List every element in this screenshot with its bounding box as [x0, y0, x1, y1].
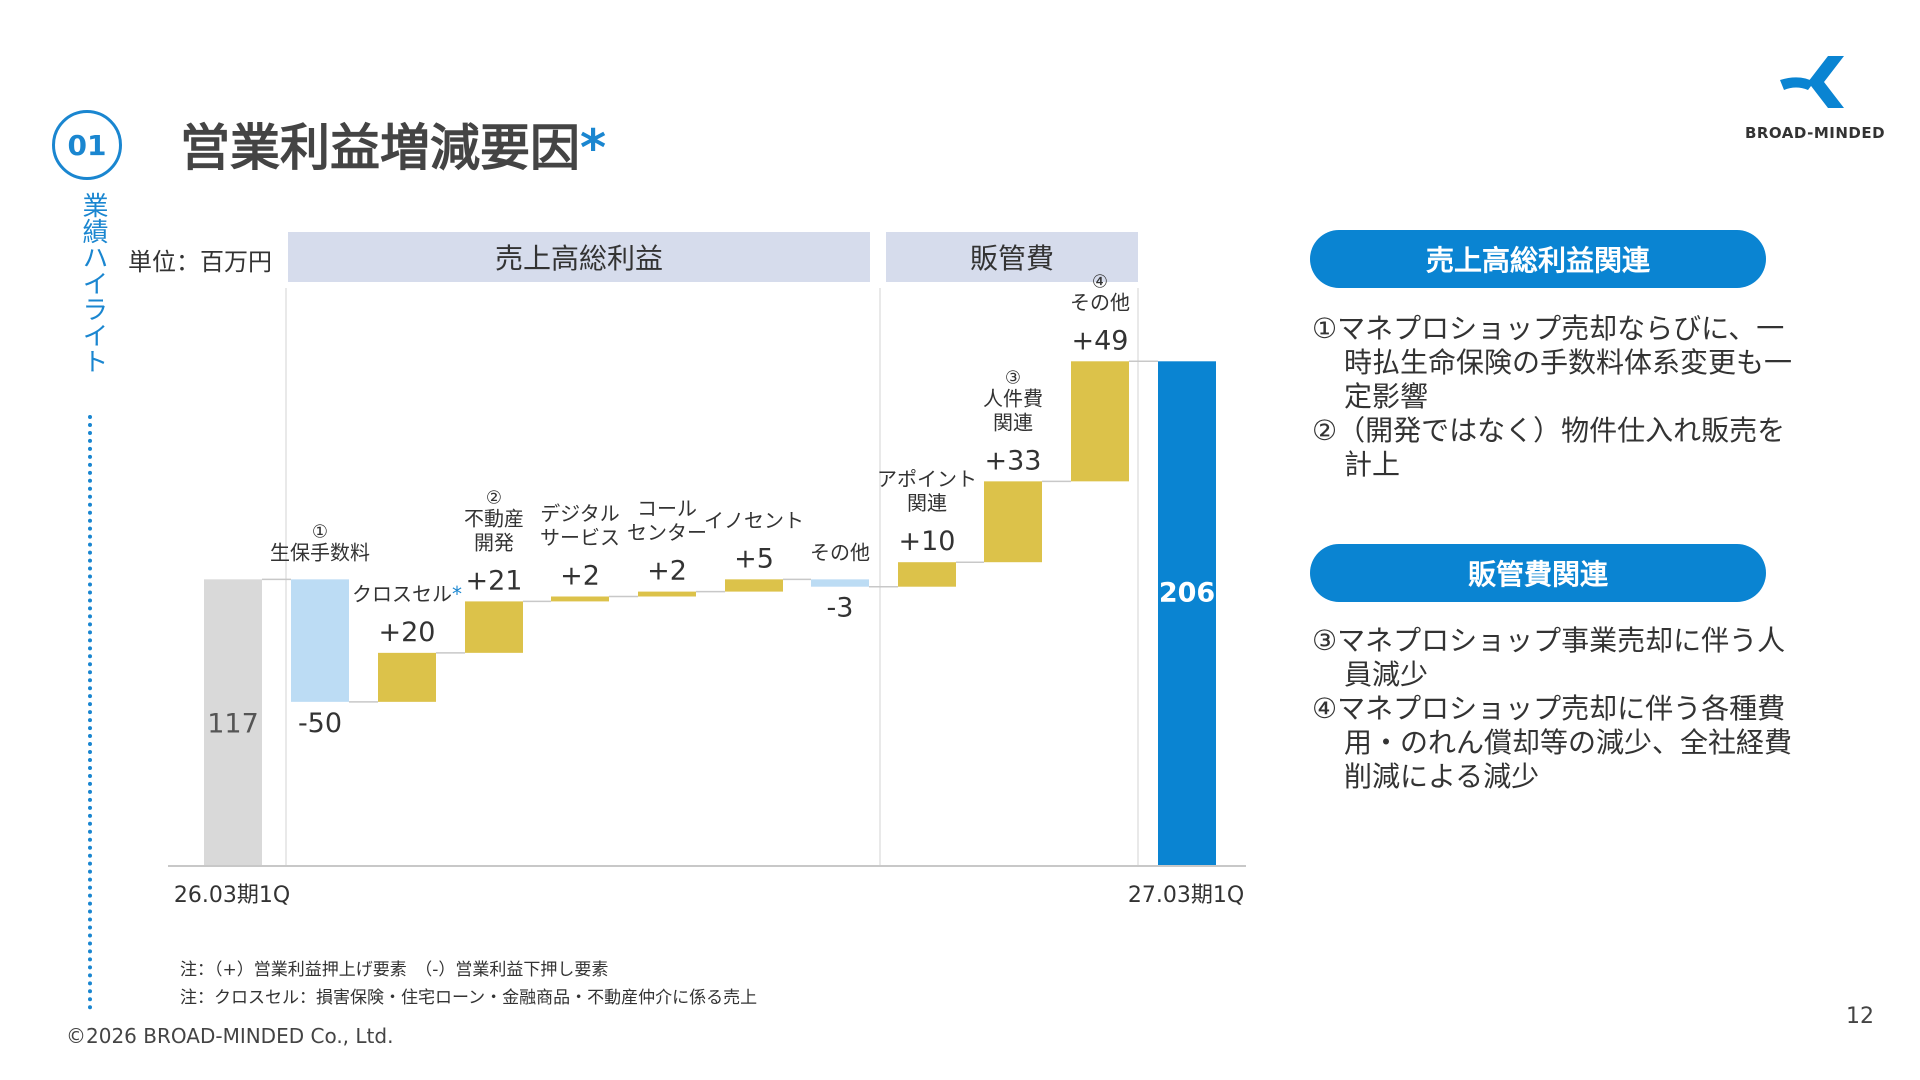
category-header-gross-profit: 売上高総利益 [288, 232, 870, 282]
step-bar [378, 652, 436, 702]
gross-profit-note-2: ②（開発ではなく）物件仕入れ販売を計上 [1312, 414, 1786, 481]
section-side-label: 業績ハイライト [78, 192, 108, 374]
step-value-label: +5 [734, 543, 774, 574]
gross-profit-panel-text: ①マネプロショップ売却ならびに、一時払生命保険の手数料体系変更も一定影響 ②（開… [1312, 312, 1812, 482]
step-category-label: 関連 [993, 410, 1033, 434]
sga-panel-text: ③マネプロショップ事業売却に伴う人員減少 ④マネプロショップ売却に伴う各種費用・… [1312, 624, 1812, 794]
gross-profit-note-1: ①マネプロショップ売却ならびに、一時払生命保険の手数料体系変更も一定影響 [1312, 312, 1793, 413]
step-bar [551, 596, 609, 602]
category-header-sga: 販管費 [886, 232, 1138, 282]
section-number-badge: 01 [52, 110, 122, 180]
step-category-label: その他 [1070, 290, 1130, 314]
step-category-label: 人件費 [983, 386, 1043, 410]
step-value-label: -3 [827, 593, 854, 624]
x-axis-end-label: 27.03期1Q [1128, 883, 1244, 908]
step-value-label: +49 [1072, 325, 1129, 356]
x-axis-start-label: 26.03期1Q [174, 883, 290, 908]
step-value-label: +10 [899, 526, 956, 557]
side-dotted-line [88, 415, 92, 1010]
step-marker: ④ [1092, 271, 1108, 292]
step-value-label: +21 [466, 565, 523, 596]
step-value-label: +20 [379, 617, 436, 648]
step-category-label: 関連 [907, 491, 947, 515]
step-category-label: 生保手数料 [270, 540, 370, 564]
title-asterisk: * [580, 119, 607, 177]
step-category-label: 開発 [474, 530, 514, 554]
step-marker: ③ [1005, 367, 1021, 388]
footnote-1: 注：（+）営業利益押上げ要素 （-）営業利益下押し要素 [180, 960, 609, 980]
step-bar [465, 601, 523, 653]
step-category-label: アポイント [877, 467, 977, 491]
step-category-label: 不動産 [464, 506, 524, 530]
step-marker: ① [312, 521, 328, 542]
step-category-label: センター [627, 521, 707, 545]
broad-minded-logo-icon [1780, 56, 1844, 108]
step-category-label: クロスセル* [352, 582, 462, 606]
step-bar [291, 579, 349, 702]
step-bar [898, 562, 956, 587]
page-number: 12 [1846, 1004, 1874, 1029]
gross-profit-panel-title: 売上高総利益関連 [1310, 230, 1766, 288]
end-value-label: 206 [1159, 577, 1215, 608]
step-value-label: +2 [647, 556, 687, 587]
footnote-2: 注：クロスセル：損害保険・住宅ローン・金融商品・不動産仲介に係る売上 [180, 988, 758, 1008]
step-bar [725, 579, 783, 592]
step-marker: ② [486, 487, 502, 508]
sga-panel-title: 販管費関連 [1310, 544, 1766, 602]
step-value-label: -50 [298, 708, 342, 739]
footnotes: 注：（+）営業利益押上げ要素 （-）営業利益下押し要素 注：クロスセル：損害保険… [180, 956, 757, 1012]
step-value-label: +33 [985, 445, 1042, 476]
sga-note-2: ④マネプロショップ売却に伴う各種費用・のれん償却等の減少、全社経費削減による減少 [1312, 692, 1793, 793]
step-category-label: サービス [540, 526, 620, 550]
step-bar [984, 481, 1042, 563]
step-category-label: デジタル [540, 502, 620, 526]
start-bar [204, 579, 262, 866]
copyright: ©2026 BROAD-MINDED Co., Ltd. [66, 1024, 394, 1048]
unit-label: 単位：百万円 [128, 248, 272, 276]
step-category-label: その他 [810, 540, 870, 564]
step-value-label: +2 [560, 561, 600, 592]
sga-note-1: ③マネプロショップ事業売却に伴う人員減少 [1312, 624, 1786, 691]
step-category-label: イノセント [704, 508, 804, 532]
page-title-text: 営業利益増減要因 [180, 119, 580, 177]
step-bar [811, 579, 869, 587]
step-category-label: コール [637, 497, 697, 521]
end-bar [1158, 361, 1216, 866]
start-value-label: 117 [207, 709, 259, 740]
page-title: 営業利益増減要因* [180, 108, 606, 180]
step-bar [1071, 361, 1129, 482]
logo-text: BROAD-MINDED [1744, 124, 1886, 142]
step-bar [638, 591, 696, 597]
